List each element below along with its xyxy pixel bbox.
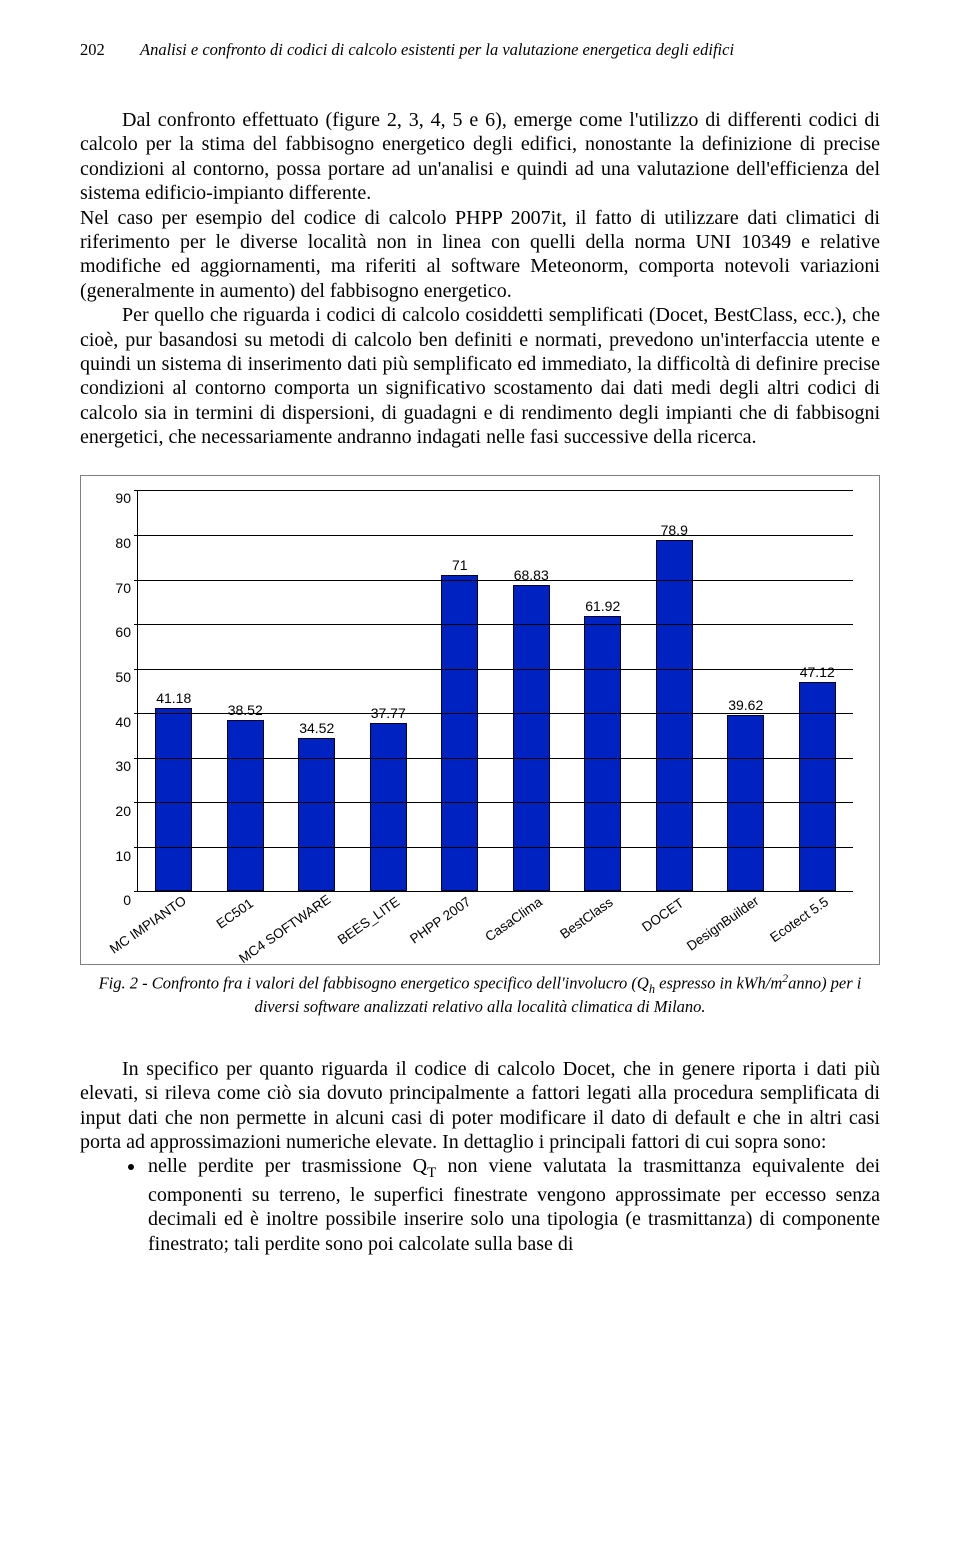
figure-caption: Fig. 2 - Confronto fra i valori del fabb… (80, 973, 880, 1016)
x-axis-label: BestClass (558, 895, 616, 942)
gridline (138, 580, 853, 581)
page-number: 202 (80, 40, 140, 60)
bar-slot: 61.92 (567, 490, 639, 891)
bar-value-label: 71 (452, 557, 468, 573)
bar-slot: 47.12 (782, 490, 854, 891)
paragraph-4: In specifico per quanto riguarda il codi… (80, 1057, 880, 1155)
x-axis-label: EC501 (214, 896, 256, 932)
bar: 61.92 (584, 616, 621, 892)
bar-slot: 39.62 (710, 490, 782, 891)
caption-mid: espresso in kWh/m (655, 974, 782, 993)
paragraph-1: Dal confronto effettuato (figure 2, 3, 4… (80, 108, 880, 206)
x-axis-label: DOCET (639, 896, 686, 935)
bar-value-label: 61.92 (585, 598, 620, 614)
gridline (138, 624, 853, 625)
y-axis: 0102030405060708090 (103, 490, 131, 892)
body-text-block-2: In specifico per quanto riguarda il codi… (80, 1057, 880, 1256)
gridline (138, 847, 853, 848)
x-axis: MC IMPIANTOEC501MC4 SOFTWAREBEES_LITEPHP… (137, 892, 853, 952)
bar-value-label: 47.12 (800, 664, 835, 680)
gridline (138, 535, 853, 536)
bar: 34.52 (298, 738, 335, 892)
bar-slot: 34.52 (281, 490, 353, 891)
bullet1-a: nelle perdite per trasmissione Q (148, 1155, 427, 1177)
page-header: 202 Analisi e confronto di codici di cal… (80, 40, 880, 60)
bar-value-label: 39.62 (728, 697, 763, 713)
bullet-item-1: nelle perdite per trasmissione QT non vi… (146, 1154, 880, 1255)
paragraph-2: Nel caso per esempio del codice di calco… (80, 206, 880, 304)
bar-value-label: 38.52 (228, 702, 263, 718)
bar: 71 (441, 575, 478, 891)
bar-value-label: 34.52 (299, 720, 334, 736)
bar: 37.77 (370, 723, 407, 891)
bar: 78.9 (656, 540, 693, 892)
bullet-list: nelle perdite per trasmissione QT non vi… (80, 1154, 880, 1255)
bar: 68.83 (513, 585, 550, 892)
gridline (138, 802, 853, 803)
bar-slot: 38.52 (210, 490, 282, 891)
bar-slot: 71 (424, 490, 496, 891)
body-text-block-1: Dal confronto effettuato (figure 2, 3, 4… (80, 108, 880, 449)
gridline (138, 758, 853, 759)
bar: 38.52 (227, 720, 264, 892)
caption-prefix: Fig. 2 - Confronto fra i valori del fabb… (99, 974, 649, 993)
bar-slot: 41.18 (138, 490, 210, 891)
plot-area: 41.18 38.52 34.52 37.77 71 68.83 61.92 78.9 39.6… (137, 490, 853, 892)
bar: 41.18 (155, 708, 192, 891)
bar-slot: 68.83 (496, 490, 568, 891)
paragraph-3: Per quello che riguarda i codici di calc… (80, 303, 880, 449)
bar-slot: 78.9 (639, 490, 711, 891)
bullet1-sub: T (427, 1165, 436, 1181)
gridline (138, 713, 853, 714)
gridline (138, 490, 853, 491)
bar-chart: 0102030405060708090 41.18 38.52 34.52 37.77… (80, 475, 880, 965)
gridline (138, 669, 853, 670)
bar-value-label: 41.18 (156, 690, 191, 706)
bar-slot: 37.77 (353, 490, 425, 891)
running-title: Analisi e confronto di codici di calcolo… (140, 40, 880, 60)
bars-container: 41.18 38.52 34.52 37.77 71 68.83 61.92 78.9 39.6… (138, 490, 853, 891)
